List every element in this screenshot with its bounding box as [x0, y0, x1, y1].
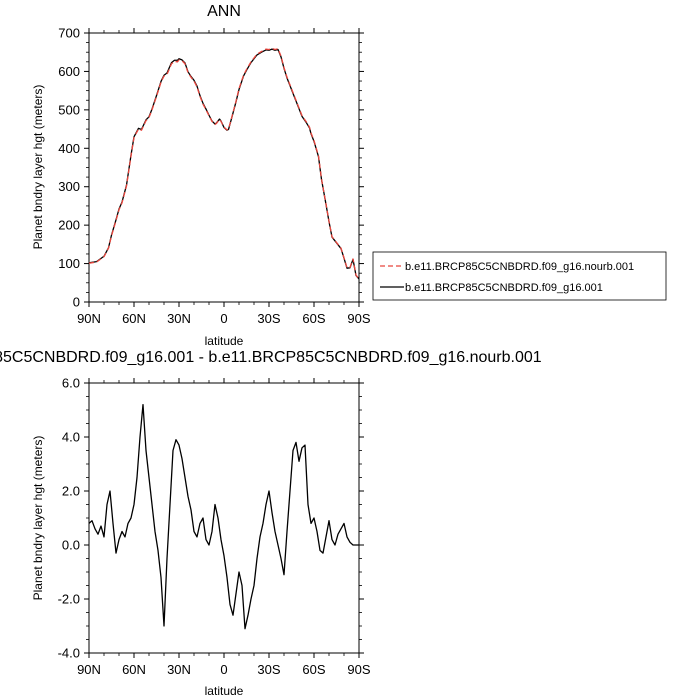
top-x-tick-label: 60N	[122, 311, 146, 326]
bottom-chart-title: b.e11.BRCP85C5CNBDRD.f09_g16.001 - b.e11…	[0, 349, 542, 366]
top-x-tick-label: 90S	[347, 311, 370, 326]
top-y-tick-label: 200	[58, 218, 80, 233]
bottom-difference-series-line	[88, 403, 359, 630]
bottom-chart-panel: b.e11.BRCP85C5CNBDRD.f09_g16.001 - b.e11…	[0, 349, 542, 698]
legend-box	[372, 251, 667, 301]
top-chart-legend: b.e11.BRCP85C5CNBDRD.f09_g16.nourb.001 b…	[372, 251, 667, 301]
top-chart-title: ANN	[207, 3, 241, 20]
top-x-axis-label: latitude	[205, 334, 244, 348]
bottom-x-axis-label: latitude	[205, 684, 244, 698]
bottom-x-tick-label: 30S	[257, 662, 280, 677]
bottom-x-tick-label: 90N	[77, 662, 101, 677]
bottom-y-tick-label: 0.0	[62, 538, 80, 553]
top-y-tick-label: 600	[58, 64, 80, 79]
top-x-tick-label: 60S	[302, 311, 325, 326]
bottom-y-tick-label: 6.0	[62, 376, 80, 391]
legend-label-control: b.e11.BRCP85C5CNBDRD.f09_g16.001	[405, 282, 603, 294]
top-series-nourb-line	[88, 47, 360, 280]
bottom-y-tick-label: -2.0	[58, 592, 80, 607]
bottom-x-tick-label: 90S	[347, 662, 370, 677]
bottom-x-tick-label: 60N	[122, 662, 146, 677]
bottom-plot-frame	[88, 382, 360, 654]
legend-label-nourb: b.e11.BRCP85C5CNBDRD.f09_g16.nourb.001	[405, 261, 634, 273]
top-y-tick-label: 300	[58, 179, 80, 194]
bottom-y-tick-label: 2.0	[62, 484, 80, 499]
top-x-tick-label: 0	[220, 311, 227, 326]
top-y-axis-label: Planet bndry layer hgt (meters)	[31, 85, 45, 250]
top-x-tick-label: 90N	[77, 311, 101, 326]
top-y-tick-label: 0	[73, 295, 80, 310]
top-plot-area: 90N 60N 30N 0 30S 60S 90S 0 100 200 300 400 500 600 70…	[58, 26, 371, 327]
top-y-tick-label: 400	[58, 141, 80, 156]
top-x-tick-label: 30N	[167, 311, 191, 326]
bottom-y-tick-label: -4.0	[58, 646, 80, 661]
bottom-x-tick-label: 0	[220, 662, 227, 677]
top-y-tick-label: 500	[58, 102, 80, 117]
bottom-x-tick-label: 30N	[167, 662, 191, 677]
bottom-plot-area: 90N 60N 30N 0 30S 60S 90S -4.0 -2.0 0.0 2.0 4.0 6.0	[58, 376, 371, 678]
top-chart-panel: ANN 90N 60N 30N 0 30S 60S 90S 0 100 200 300 400 500 6…	[31, 3, 371, 348]
bottom-x-tick-label: 60S	[302, 662, 325, 677]
top-y-tick-label: 100	[58, 256, 80, 271]
top-y-tick-label: 700	[58, 26, 80, 41]
bottom-y-tick-label: 4.0	[62, 430, 80, 445]
top-x-tick-label: 30S	[257, 311, 280, 326]
bottom-y-axis-label: Planet bndry layer hgt (meters)	[31, 436, 45, 601]
